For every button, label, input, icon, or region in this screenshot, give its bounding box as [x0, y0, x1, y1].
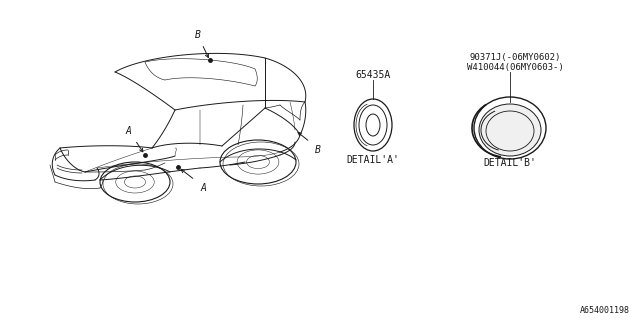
Text: A654001198: A654001198: [580, 306, 630, 315]
Text: 90371J(-06MY0602)
W410044(06MY0603-): 90371J(-06MY0602) W410044(06MY0603-): [467, 52, 563, 72]
Text: A: A: [125, 126, 131, 136]
Text: A: A: [200, 183, 206, 193]
Text: B: B: [315, 145, 321, 155]
Text: DETAIL'B': DETAIL'B': [484, 158, 536, 168]
Text: B: B: [195, 30, 201, 40]
Text: DETAIL'A': DETAIL'A': [347, 155, 399, 165]
Ellipse shape: [479, 104, 541, 156]
Text: 65435A: 65435A: [355, 70, 390, 80]
